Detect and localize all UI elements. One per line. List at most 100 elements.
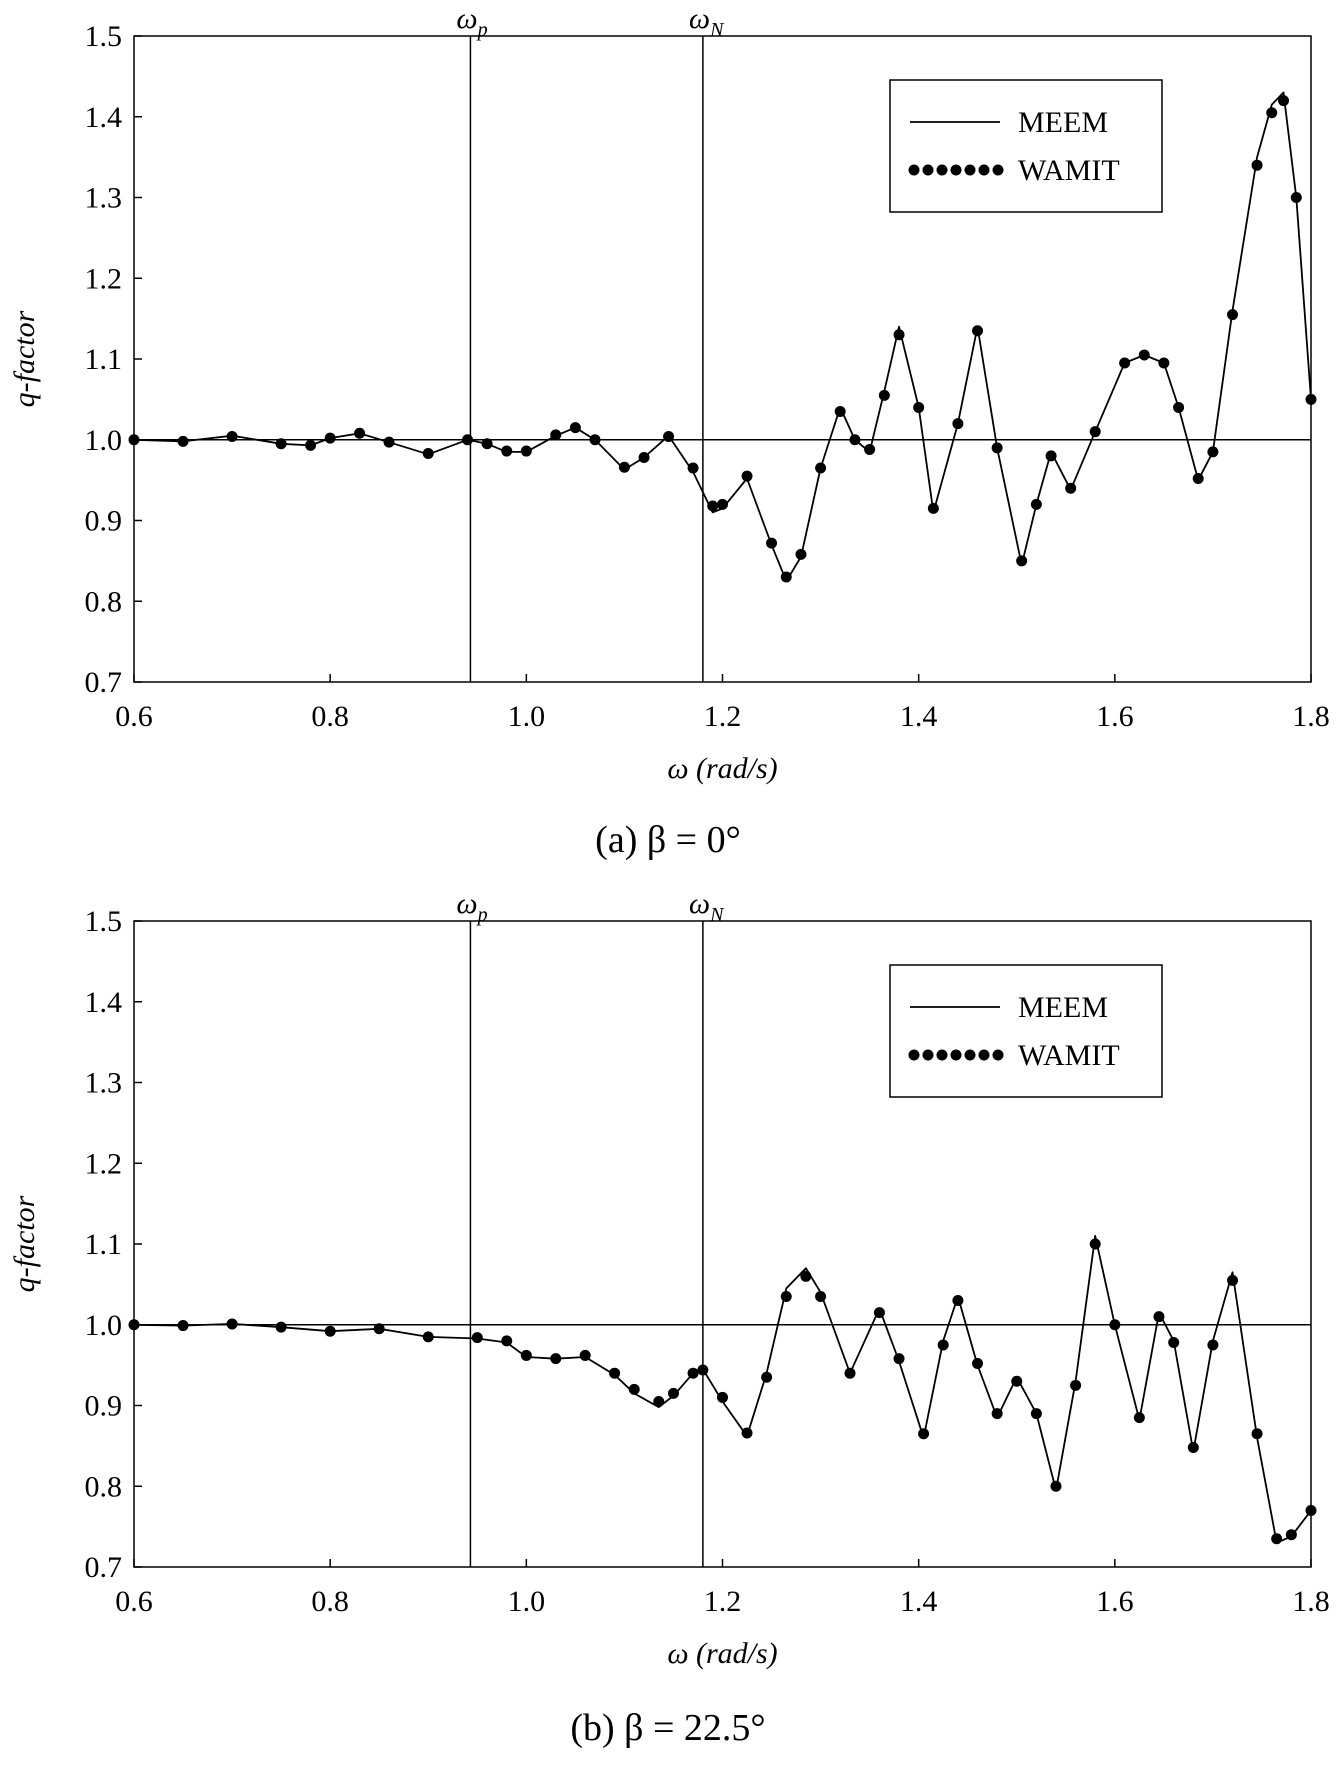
data-point-wamit [550, 1353, 562, 1365]
y-tick-label: 1.1 [85, 1228, 123, 1261]
data-point-wamit [667, 1387, 679, 1399]
data-point-wamit [471, 1332, 483, 1344]
data-point-wamit [569, 422, 581, 434]
x-tick-label: 1.0 [508, 700, 546, 733]
x-axis-label: ω (rad/s) [667, 1637, 777, 1670]
data-point-wamit [844, 1367, 856, 1379]
data-point-wamit [1158, 357, 1170, 369]
data-point-wamit [1030, 1408, 1042, 1420]
data-point-wamit [501, 445, 513, 457]
y-tick-label: 0.7 [85, 1551, 123, 1584]
vertical-marker-label-p: ωp [456, 2, 487, 41]
data-point-wamit [1227, 1274, 1239, 1286]
data-point-wamit [991, 1408, 1003, 1420]
data-point-wamit [972, 1358, 984, 1370]
data-point-wamit [275, 1321, 287, 1333]
data-point-wamit [550, 429, 562, 441]
y-tick-label: 0.9 [85, 1390, 123, 1423]
x-tick-label: 1.6 [1096, 700, 1134, 733]
y-tick-label: 1.4 [85, 101, 123, 134]
x-tick-label: 0.8 [311, 1585, 349, 1618]
data-point-wamit [707, 500, 719, 512]
data-point-wamit [937, 1339, 949, 1351]
legend-label-wamit: WAMIT [1018, 154, 1120, 187]
y-tick-label: 1.2 [85, 262, 123, 295]
data-point-wamit [1045, 450, 1057, 462]
data-point-wamit [1187, 1441, 1199, 1453]
data-point-wamit [1278, 95, 1290, 107]
data-point-wamit [305, 439, 317, 451]
data-point-wamit [1207, 1339, 1219, 1351]
data-point-wamit [761, 1371, 773, 1383]
legend: MEEM WAMIT [889, 964, 1163, 1098]
data-point-wamit [1089, 426, 1101, 438]
data-point-wamit [780, 1290, 792, 1302]
data-point-wamit [952, 418, 964, 430]
data-point-wamit [653, 1395, 665, 1407]
data-point-wamit [878, 389, 890, 401]
data-point-wamit [873, 1307, 885, 1319]
x-tick-label: 0.6 [115, 1585, 153, 1618]
data-point-wamit [177, 435, 189, 447]
legend-swatch-wamit-dot [964, 1049, 976, 1061]
data-point-wamit [324, 432, 336, 444]
data-point-wamit [383, 436, 395, 448]
data-point-wamit [717, 498, 728, 510]
y-tick-label: 1.0 [85, 1309, 123, 1342]
x-tick-label: 1.0 [508, 1585, 546, 1618]
legend-swatch-wamit-dot [936, 164, 948, 176]
vertical-marker-label-p: ωp [456, 887, 487, 926]
data-point-wamit [717, 1391, 728, 1403]
data-point-wamit [481, 438, 493, 450]
data-point-wamit [226, 1318, 238, 1330]
data-point-wamit [913, 401, 925, 413]
data-point-wamit [795, 548, 807, 560]
data-point-wamit [520, 445, 532, 457]
x-tick-label: 1.8 [1292, 1585, 1330, 1618]
data-point-wamit [618, 461, 630, 473]
x-tick-label: 1.6 [1096, 1585, 1134, 1618]
legend-box [889, 964, 1163, 1098]
data-point-wamit [687, 462, 699, 474]
x-tick-label: 0.8 [311, 700, 349, 733]
data-point-wamit [275, 438, 287, 450]
data-point-wamit [864, 443, 876, 455]
data-point-wamit [834, 405, 846, 417]
data-point-wamit [1016, 555, 1028, 567]
data-point-wamit [1050, 1480, 1062, 1492]
data-point-wamit [927, 502, 939, 514]
x-tick-label: 1.8 [1292, 700, 1330, 733]
legend-swatch-wamit-dot [978, 164, 990, 176]
y-tick-label: 1.5 [85, 905, 123, 938]
data-point-wamit [1251, 1428, 1263, 1440]
data-point-wamit [780, 571, 792, 583]
vertical-marker-label-N: ωN [689, 2, 725, 41]
data-point-wamit [461, 434, 473, 446]
data-point-wamit [663, 431, 675, 443]
data-point-wamit [1109, 1319, 1121, 1331]
data-point-wamit [741, 1427, 753, 1439]
x-axis-label: ω (rad/s) [667, 752, 777, 785]
data-point-wamit [741, 470, 753, 482]
chart-panel-1: 0.7 0.8 0.9 1.0 1.1 1.2 1.3 1.4 1.5 0.6 0.8 1.0 1.2 1… [8, 2, 1330, 861]
y-tick-label: 0.9 [85, 505, 123, 538]
data-point-wamit [766, 537, 778, 549]
data-point-wamit [893, 1353, 905, 1365]
legend: MEEM WAMIT [889, 79, 1163, 213]
data-point-wamit [687, 1367, 699, 1379]
data-point-wamit [1207, 446, 1219, 458]
y-axis-label: q-factor [8, 1195, 41, 1292]
data-point-wamit [589, 434, 601, 446]
data-point-wamit [918, 1428, 930, 1440]
data-point-wamit [373, 1323, 385, 1335]
legend-swatch-wamit-dot [978, 1049, 990, 1061]
data-point-wamit [815, 462, 827, 474]
data-point-wamit [501, 1335, 513, 1347]
y-tick-label: 1.4 [85, 986, 123, 1019]
data-point-wamit [520, 1349, 532, 1361]
legend-swatch-wamit-dot [908, 1049, 920, 1061]
data-point-wamit [800, 1270, 812, 1282]
data-point-wamit [1192, 473, 1204, 485]
data-point-wamit [354, 427, 366, 439]
